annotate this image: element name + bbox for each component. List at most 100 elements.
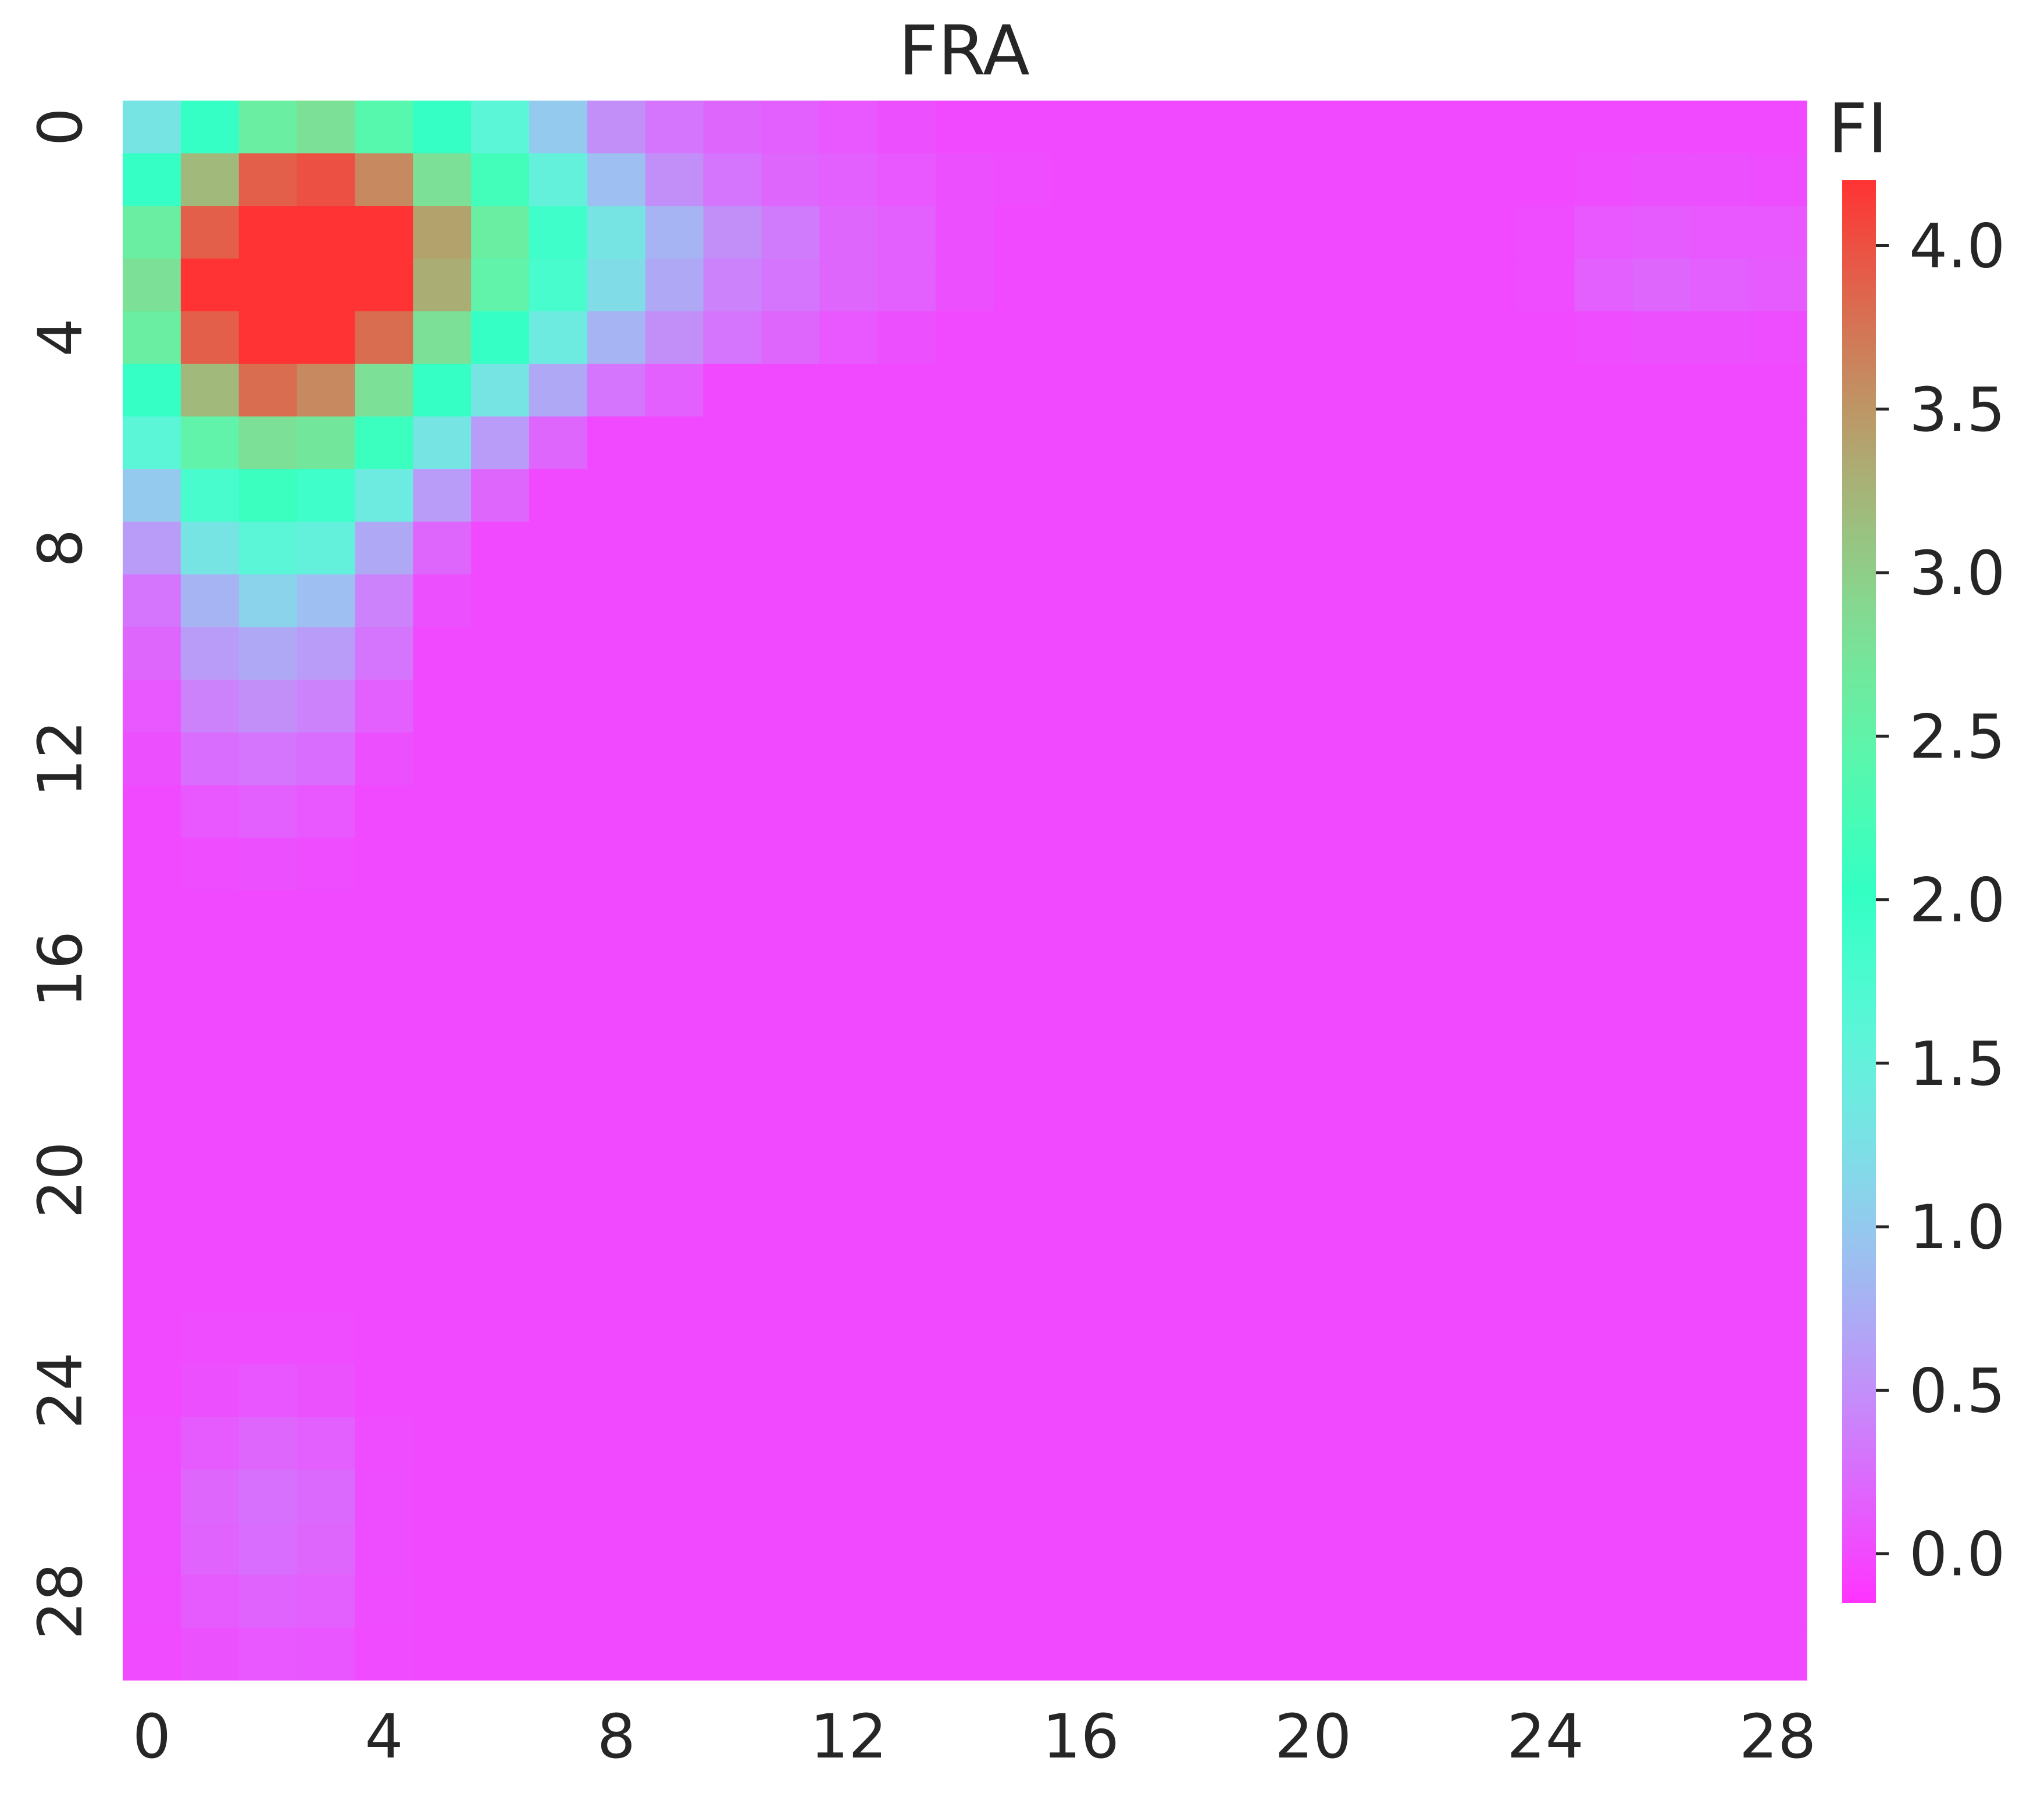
heatmap-cell bbox=[703, 258, 762, 312]
heatmap-cell bbox=[529, 890, 588, 944]
heatmap-cell bbox=[587, 469, 646, 523]
heatmap-cell bbox=[180, 680, 240, 733]
heatmap-cell bbox=[1110, 1259, 1169, 1312]
heatmap-cell bbox=[819, 1364, 878, 1417]
heatmap-cell bbox=[587, 943, 646, 996]
heatmap-cell bbox=[180, 1312, 240, 1365]
heatmap-cell bbox=[1690, 1574, 1749, 1628]
heatmap-cell bbox=[1632, 521, 1691, 575]
heatmap-cell bbox=[1168, 311, 1226, 365]
heatmap-cell bbox=[761, 1364, 820, 1417]
heatmap-cell bbox=[1051, 1259, 1111, 1312]
heatmap-cell bbox=[587, 1259, 646, 1312]
heatmap-cell bbox=[703, 995, 762, 1049]
heatmap-cell bbox=[1110, 469, 1169, 523]
heatmap-cell bbox=[645, 1101, 704, 1154]
heatmap-cell bbox=[1516, 1469, 1575, 1523]
heatmap-cell bbox=[1749, 1627, 1807, 1681]
heatmap-cell bbox=[180, 1364, 240, 1417]
heatmap-cell bbox=[587, 416, 646, 470]
heatmap-cell bbox=[936, 1048, 994, 1102]
heatmap-cell bbox=[1400, 311, 1459, 365]
heatmap-cell bbox=[1632, 101, 1691, 154]
heatmap-cell bbox=[1168, 153, 1226, 206]
heatmap-cell bbox=[355, 469, 413, 523]
heatmap-cell bbox=[1342, 101, 1401, 154]
heatmap-cell bbox=[1051, 1574, 1111, 1628]
heatmap-cell bbox=[413, 521, 472, 575]
heatmap-cell bbox=[1051, 1469, 1111, 1523]
heatmap-cell bbox=[1110, 1101, 1169, 1154]
heatmap-cell bbox=[877, 1574, 936, 1628]
heatmap-cell bbox=[645, 1522, 704, 1576]
heatmap-cell bbox=[1690, 1627, 1749, 1681]
heatmap-cell bbox=[1400, 1574, 1459, 1628]
heatmap-cell bbox=[1168, 1417, 1226, 1470]
heatmap-cell bbox=[471, 1206, 530, 1260]
heatmap-cell bbox=[993, 837, 1053, 891]
heatmap-cell bbox=[1168, 785, 1226, 838]
heatmap-cell bbox=[936, 785, 994, 838]
heatmap-cell bbox=[238, 416, 298, 470]
heatmap-cell bbox=[180, 153, 240, 206]
heatmap-cell bbox=[529, 1469, 588, 1523]
heatmap-cell bbox=[123, 469, 181, 523]
heatmap-cell bbox=[819, 1469, 878, 1523]
heatmap-cell bbox=[1284, 574, 1343, 628]
heatmap-cell bbox=[1110, 1627, 1169, 1681]
heatmap-cell bbox=[877, 1153, 936, 1207]
heatmap-cell bbox=[180, 1627, 240, 1681]
heatmap-cell bbox=[413, 363, 472, 417]
heatmap-cell bbox=[1749, 680, 1807, 733]
heatmap-cell bbox=[238, 1627, 298, 1681]
heatmap-cell bbox=[703, 1206, 762, 1260]
heatmap-cell bbox=[819, 680, 878, 733]
heatmap-cell bbox=[1574, 1522, 1633, 1576]
heatmap-cell bbox=[1342, 1522, 1401, 1576]
heatmap-cell bbox=[993, 1101, 1053, 1154]
heatmap-cell bbox=[703, 837, 762, 891]
y-tick-label: 8 bbox=[25, 529, 96, 567]
heatmap-cell bbox=[1168, 1364, 1226, 1417]
heatmap-cell bbox=[180, 943, 240, 996]
colorbar-ticks: 0.0 0.5 1.0 1.5 2.0 2.5 3.0 3.5 4.0 bbox=[1876, 211, 2005, 1590]
heatmap-cell bbox=[936, 311, 994, 365]
heatmap-cell bbox=[1574, 574, 1633, 628]
heatmap-cell bbox=[180, 363, 240, 417]
heatmap-cell bbox=[529, 1312, 588, 1365]
heatmap-cell bbox=[993, 101, 1053, 154]
heatmap-cell bbox=[123, 1206, 181, 1260]
heatmap-cell bbox=[1458, 574, 1517, 628]
heatmap-cell bbox=[1226, 1627, 1285, 1681]
heatmap-cell bbox=[1516, 1364, 1575, 1417]
heatmap-cell bbox=[180, 627, 240, 680]
heatmap-cell bbox=[1458, 1574, 1517, 1628]
heatmap-cell bbox=[471, 574, 530, 628]
heatmap-cell bbox=[819, 1312, 878, 1365]
heatmap-cell bbox=[761, 101, 820, 154]
heatmap-cell bbox=[936, 101, 994, 154]
heatmap-cell bbox=[645, 1206, 704, 1260]
heatmap-cell bbox=[1516, 1417, 1575, 1470]
heatmap-cell bbox=[297, 1522, 356, 1576]
y-axis-ticks: 0 4 8 12 16 20 24 28 bbox=[25, 108, 96, 1639]
heatmap-cell bbox=[1516, 574, 1575, 628]
heatmap-cell bbox=[993, 1417, 1053, 1470]
heatmap-cell bbox=[1226, 837, 1285, 891]
heatmap-cell bbox=[238, 1259, 298, 1312]
heatmap-cell bbox=[297, 627, 356, 680]
heatmap-cell bbox=[761, 416, 820, 470]
heatmap-cell bbox=[993, 732, 1053, 785]
heatmap-cell bbox=[1342, 1574, 1401, 1628]
heatmap-cell bbox=[761, 1153, 820, 1207]
heatmap-cell bbox=[1110, 995, 1169, 1049]
heatmap-cell bbox=[761, 574, 820, 628]
heatmap-cell bbox=[1051, 732, 1111, 785]
heatmap-cell bbox=[1749, 837, 1807, 891]
colorbar-label: FI bbox=[1828, 88, 1888, 169]
heatmap-cell bbox=[819, 1627, 878, 1681]
heatmap-cell bbox=[1516, 1153, 1575, 1207]
heatmap-cell bbox=[1168, 680, 1226, 733]
colorbar-tick-label: 1.0 bbox=[1909, 1192, 2005, 1263]
heatmap-cell bbox=[587, 1153, 646, 1207]
